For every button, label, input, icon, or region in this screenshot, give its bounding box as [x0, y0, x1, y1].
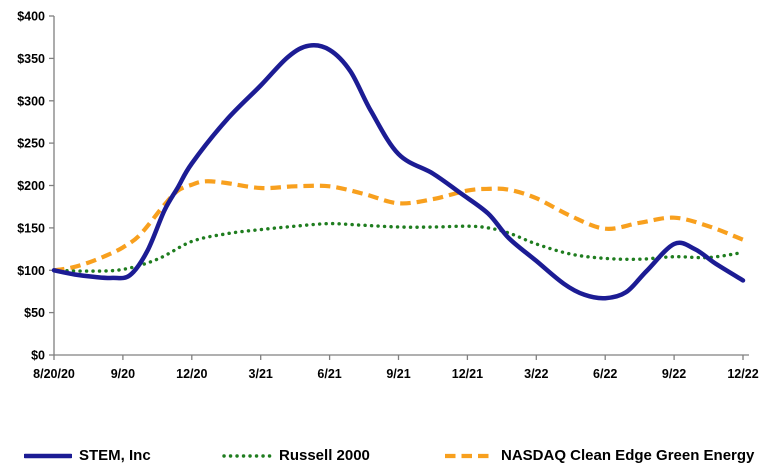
y-axis-label: $200	[17, 179, 45, 193]
y-axis-label: $400	[17, 10, 45, 24]
x-axis-label: 12/20	[176, 367, 207, 381]
y-axis-label: $50	[24, 306, 45, 320]
series-line-nasdaq-clean-edge-green-energy	[53, 179, 744, 273]
legend-item-russell-2000: Russell 2000	[222, 441, 370, 471]
y-axis-label: $150	[17, 221, 45, 235]
legend-swatch-nasdaq-clean-edge-line	[445, 453, 493, 459]
legend-item-nasdaq-clean-edge: NASDAQ Clean Edge Green Energy	[444, 441, 754, 471]
x-axis-label: 8/20/20	[33, 367, 75, 381]
legend-swatch-russell-2000-line	[222, 454, 272, 458]
x-axis-label: 9/21	[386, 367, 410, 381]
x-axis-label: 3/21	[249, 367, 273, 381]
y-axis-label: $250	[17, 137, 45, 151]
series-line-russell-2000	[52, 221, 745, 273]
x-axis-label: 3/22	[524, 367, 548, 381]
chart-plot-area: $0 $50 $100 $150 $200 $250 $300 $350 $400 8/20/20…	[17, 10, 759, 382]
x-axis-label: 6/21	[317, 367, 341, 381]
x-axis-label: 6/22	[593, 367, 617, 381]
chart-legend: STEM, Inc Russell 2000 NASDAQ Clean Edge…	[0, 441, 778, 471]
x-axis-label: 12/22	[727, 367, 758, 381]
legend-label-russell-2000: Russell 2000	[279, 447, 370, 464]
series-line-stem-inc	[51, 43, 746, 301]
y-axis-label: $0	[31, 349, 45, 363]
x-axis-label: 9/20	[111, 367, 135, 381]
legend-swatch-stem-inc-line	[24, 453, 72, 459]
legend-label-stem-inc: STEM, Inc	[79, 447, 151, 464]
y-axis-label: $300	[17, 94, 45, 108]
y-axis-label: $100	[17, 264, 45, 278]
x-axis-label: 9/22	[662, 367, 686, 381]
legend-item-stem-inc: STEM, Inc	[24, 441, 151, 471]
x-axis-label: 12/21	[452, 367, 483, 381]
legend-label-nasdaq-clean-edge: NASDAQ Clean Edge Green Energy	[501, 447, 755, 464]
y-axis-label: $350	[17, 52, 45, 66]
